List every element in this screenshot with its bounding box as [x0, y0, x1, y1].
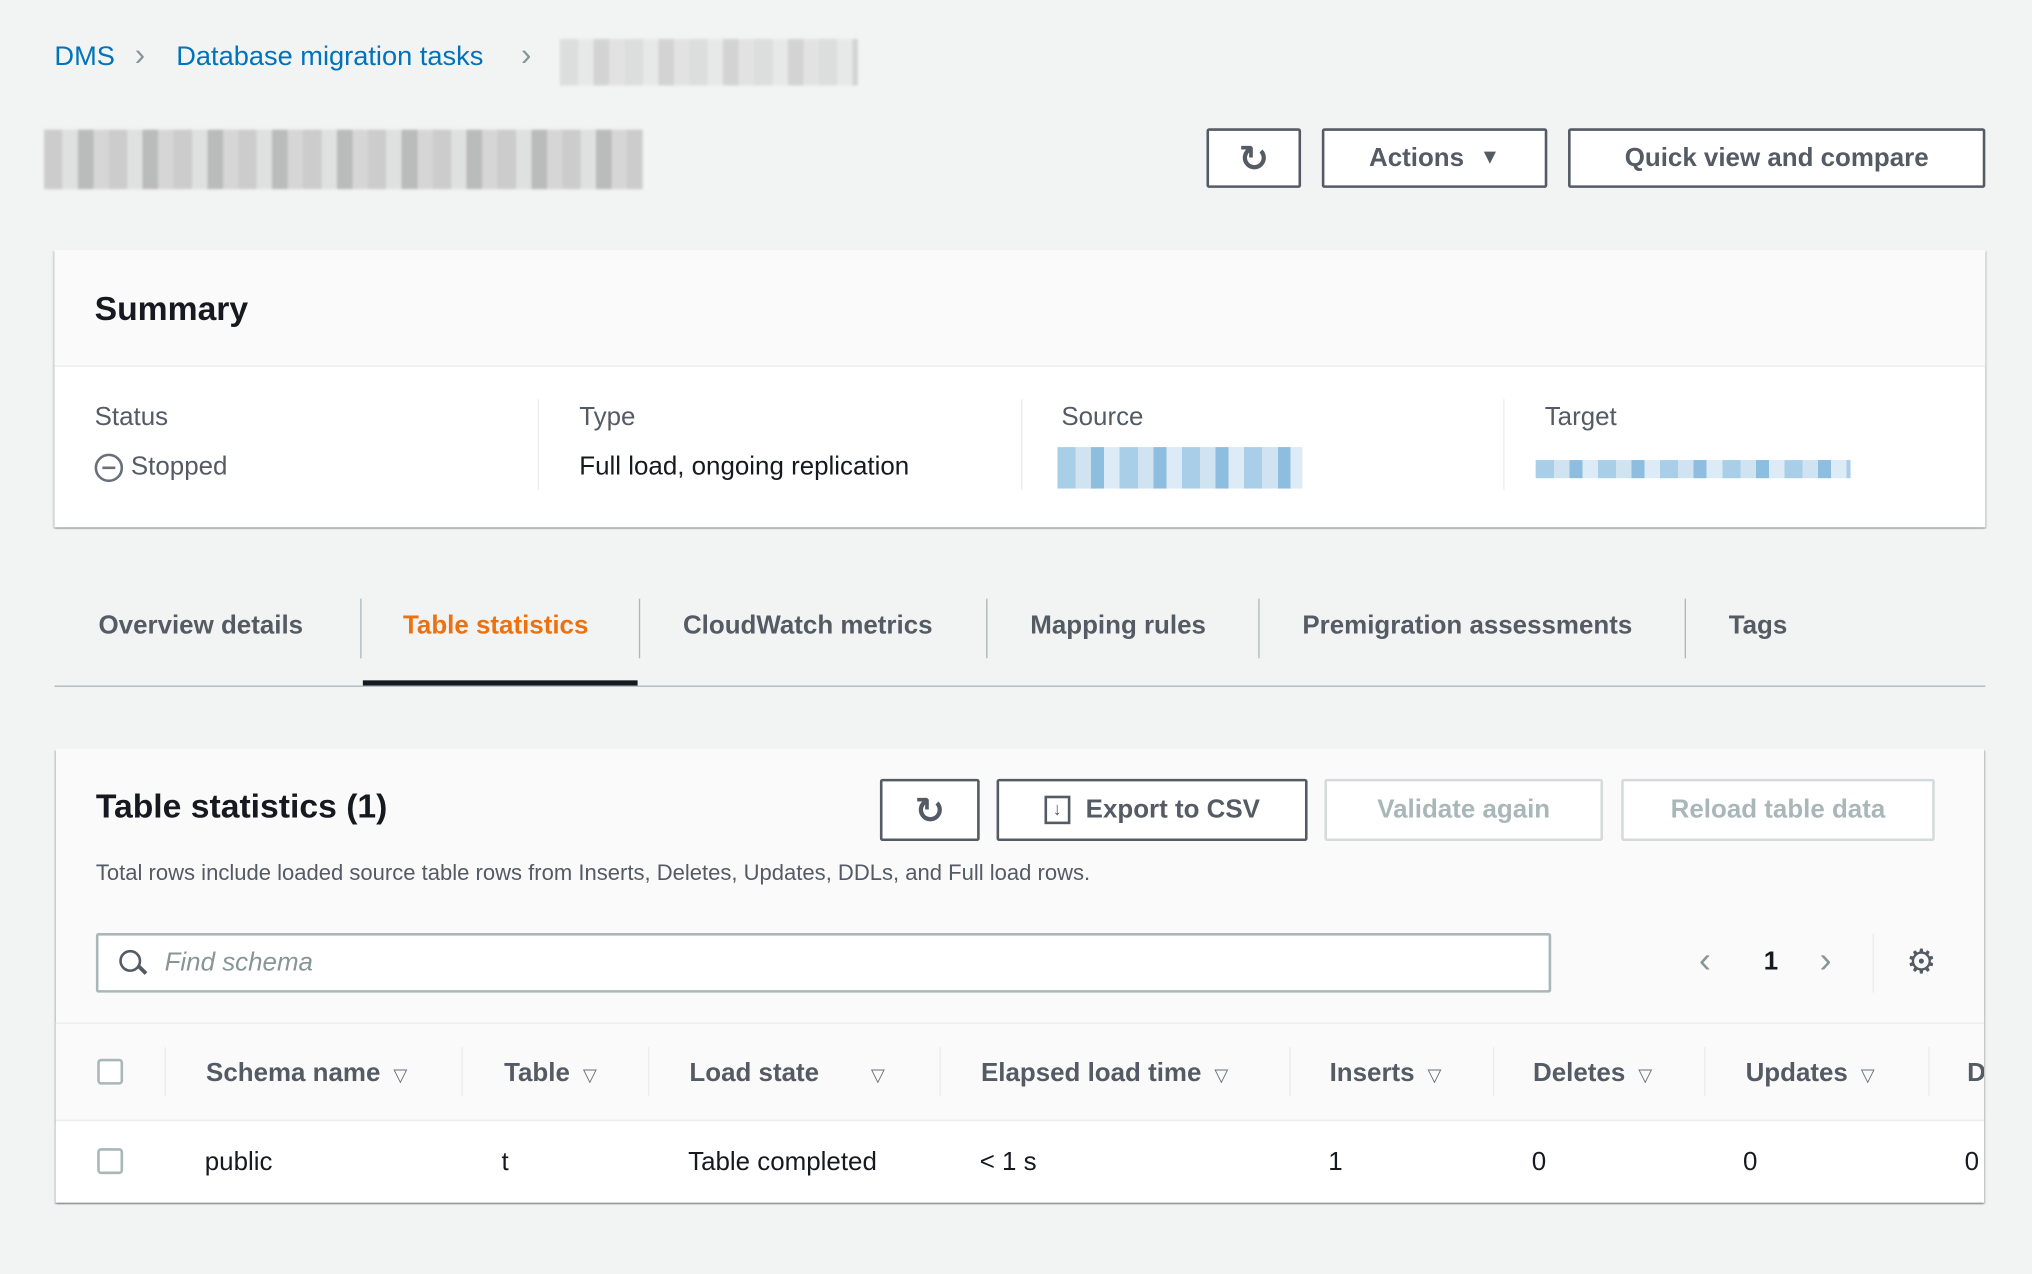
tab-cloudwatch-metrics[interactable]: CloudWatch metrics — [682, 611, 933, 641]
col-table[interactable]: Table ▽ — [504, 1058, 597, 1088]
chevron-right-icon: › — [520, 37, 532, 73]
refresh-icon: ↻ — [914, 789, 946, 831]
summary-panel: Summary Status Stopped Type Full load, o… — [54, 250, 1986, 528]
cell-load-state: Table completed — [688, 1148, 877, 1177]
cell-ddls: 0 — [1964, 1148, 1980, 1177]
cell-deletes: 0 — [1531, 1148, 1547, 1177]
cell-schema: public — [204, 1148, 273, 1177]
tab-premigration-assessments[interactable]: Premigration assessments — [1302, 611, 1633, 641]
row-checkbox[interactable] — [97, 1148, 124, 1175]
export-label: Export to CSV — [1085, 795, 1260, 824]
status-value: Stopped — [94, 452, 228, 482]
table-row — [55, 1122, 1985, 1203]
refresh-icon: ↻ — [1238, 138, 1269, 179]
col-schema-name[interactable]: Schema name ▽ — [206, 1058, 408, 1088]
cell-inserts: 1 — [1328, 1148, 1343, 1177]
gear-icon[interactable]: ⚙ — [1906, 942, 1937, 981]
table-stats-title: Table statistics (1) — [95, 786, 388, 826]
sort-icon: ▽ — [582, 1063, 597, 1085]
refresh-button[interactable]: ↻ — [1206, 128, 1302, 188]
col-load-state[interactable]: Load state ▽ — [689, 1058, 885, 1088]
col-ddls-truncated[interactable]: D — [1967, 1059, 1984, 1089]
tabs-divider — [54, 685, 1986, 687]
type-label: Type — [579, 403, 636, 432]
breadcrumb-tasks[interactable]: Database migration tasks — [176, 41, 484, 72]
sort-icon: ▽ — [1860, 1063, 1875, 1085]
target-label: Target — [1544, 403, 1617, 432]
download-icon: ↓ — [1044, 795, 1071, 825]
summary-header — [54, 250, 1986, 367]
next-page-icon[interactable]: › — [1819, 939, 1832, 980]
quick-view-label: Quick view and compare — [1624, 143, 1929, 172]
export-csv-button[interactable]: ↓ Export to CSV — [996, 778, 1308, 842]
active-tab-indicator — [362, 680, 638, 686]
reload-label: Reload table data — [1670, 795, 1886, 824]
cell-elapsed: < 1 s — [979, 1148, 1037, 1177]
status-label: Status — [94, 403, 169, 432]
quick-view-compare-button[interactable]: Quick view and compare — [1568, 128, 1986, 188]
col-inserts[interactable]: Inserts ▽ — [1329, 1058, 1442, 1088]
stopped-icon — [94, 452, 124, 482]
col-elapsed-load-time[interactable]: Elapsed load time ▽ — [980, 1058, 1229, 1088]
col-updates[interactable]: Updates ▽ — [1745, 1058, 1875, 1088]
prev-page-icon[interactable]: ‹ — [1698, 939, 1712, 980]
page-number[interactable]: 1 — [1763, 947, 1779, 976]
reload-table-data-button[interactable]: Reload table data — [1621, 778, 1935, 842]
cell-updates: 0 — [1742, 1148, 1758, 1177]
select-all-checkbox[interactable] — [97, 1058, 124, 1085]
search-placeholder: Find schema — [164, 947, 313, 977]
tab-table-statistics[interactable]: Table statistics — [403, 611, 589, 641]
type-value: Full load, ongoing replication — [579, 452, 910, 481]
table-refresh-button[interactable]: ↻ — [879, 778, 980, 842]
summary-title: Summary — [94, 288, 249, 328]
sort-icon: ▽ — [1427, 1063, 1442, 1085]
breadcrumb-current-redacted — [559, 38, 858, 86]
chevron-right-icon: › — [134, 37, 146, 73]
find-schema-input[interactable]: Find schema — [95, 933, 1552, 993]
target-link-redacted[interactable] — [1535, 460, 1851, 479]
sort-icon: ▽ — [1638, 1063, 1653, 1085]
page-title-redacted — [44, 129, 643, 190]
search-icon — [119, 949, 148, 974]
source-label: Source — [1061, 403, 1144, 432]
breadcrumb-dms[interactable]: DMS — [54, 41, 115, 72]
validate-again-button[interactable]: Validate again — [1324, 778, 1604, 842]
table-stats-description: Total rows include loaded source table r… — [95, 860, 1091, 886]
sort-icon: ▽ — [1214, 1063, 1229, 1085]
actions-button[interactable]: Actions ▼ — [1321, 128, 1548, 188]
table-header — [55, 1022, 1985, 1121]
cell-table: t — [501, 1148, 509, 1177]
col-deletes[interactable]: Deletes ▽ — [1533, 1058, 1653, 1088]
tab-overview-details[interactable]: Overview details — [98, 611, 304, 641]
tab-tags[interactable]: Tags — [1728, 611, 1788, 641]
sort-icon: ▽ — [870, 1063, 885, 1085]
sort-icon: ▽ — [393, 1063, 408, 1085]
tab-mapping-rules[interactable]: Mapping rules — [1030, 611, 1206, 641]
validate-label: Validate again — [1377, 795, 1551, 824]
caret-down-icon: ▼ — [1479, 146, 1501, 169]
source-link-redacted[interactable] — [1057, 447, 1303, 489]
actions-label: Actions — [1368, 143, 1465, 172]
status-text: Stopped — [130, 452, 228, 481]
